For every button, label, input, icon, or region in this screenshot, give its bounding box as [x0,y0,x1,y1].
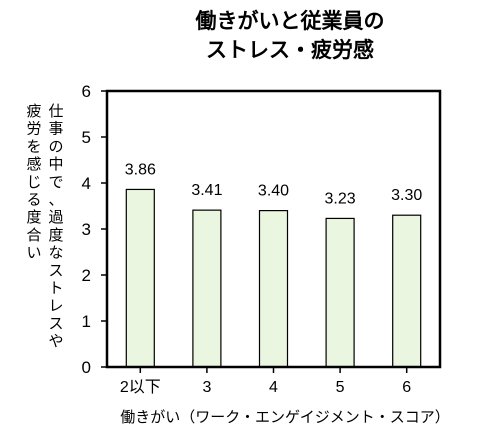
y-tick-label: 6 [82,82,91,101]
x-category-label: 4 [269,379,278,396]
bar [392,214,422,368]
x-category-label: 3 [202,379,211,396]
data-label: 3.86 [125,161,156,178]
x-category-label: 6 [402,379,411,396]
y-tick-label: 1 [82,312,91,331]
y-tick-label: 5 [82,128,91,147]
bar [192,209,222,368]
plot-area-frame [105,89,442,369]
x-category-label: 2以下 [120,379,161,396]
chart-title-line-2: ストレス・疲労感 [206,38,374,62]
data-labels: 3.86 3.41 3.40 3.23 3.30 [125,161,423,207]
x-axis-title: 働きがい（ワーク・エンゲイジメント・スコア） [120,408,449,426]
data-label: 3.23 [325,190,356,207]
y-axis-ticks: 0 1 2 3 4 5 6 [82,82,107,377]
y-tick-label: 3 [82,220,91,239]
bar [325,217,355,368]
data-label: 3.30 [391,187,422,204]
bars [125,188,422,368]
x-category-label: 5 [336,379,345,396]
x-axis-category-labels: 2以下 3 4 5 6 [120,367,411,396]
chart-title: 働きがいと従業員の ストレス・疲労感 [195,9,385,62]
y-tick-label: 2 [82,266,91,285]
y-tick-label: 0 [82,358,91,377]
bar [125,188,155,368]
y-tick-label: 4 [82,174,91,193]
bar [258,210,289,368]
data-label: 3.41 [191,182,222,199]
chart-title-line-1: 働きがいと従業員の [195,9,385,33]
y-axis-title-column: 疲労を感じる度合い [26,102,41,262]
y-axis-title-column: 仕事の中で、過度なストレスや [48,102,63,350]
data-label: 3.40 [258,183,289,200]
